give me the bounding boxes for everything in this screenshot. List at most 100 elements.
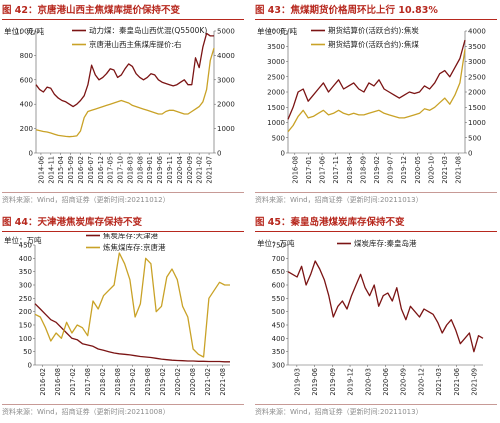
- chart-source: 资料来源：Wind，招商证券（更新时间:20211013）: [255, 192, 497, 207]
- y-tick-label: 1500: [267, 104, 285, 112]
- series-line-1: [34, 252, 230, 358]
- y-tick-label: 800: [20, 52, 33, 60]
- chart-source: 资料来源：Wind，招商证券（更新时间:20211012）: [2, 192, 244, 207]
- x-tick-label: 2018-04: [346, 156, 354, 184]
- y-tick-label: 150: [19, 322, 32, 330]
- chart-45-svg: 300 350 400 450 500 550 600 650 700 750 2019-03 201…: [257, 238, 484, 396]
- chart-panel-42: 图 42：京唐港山西主焦煤库提价保持不变 0 200 400 600 800 1000 0 1…: [2, 2, 244, 207]
- y-tick-label: 0: [29, 150, 33, 158]
- y2-tick-label: 4000: [468, 28, 486, 36]
- x-tick-label: 2020-02: [174, 368, 182, 396]
- legend-label: 京唐港山西主焦煤库提价:右: [89, 39, 182, 49]
- x-tick-label: 2020-09: [400, 368, 408, 396]
- x-tick-label: 2015-04: [57, 156, 65, 184]
- x-tick-label: 2019-01: [146, 156, 154, 184]
- x-tick-label: 2017-11: [332, 156, 340, 184]
- y-tick-label: 3500: [267, 43, 285, 51]
- x-tick-label: 2019-07: [387, 156, 395, 184]
- y2-tick-label: 0: [217, 150, 221, 158]
- y-tick-label: 350: [272, 348, 285, 356]
- chart-panel-43: 图 43：焦煤期货价格周环比上行 10.83% 0 500 1000 1500 2000…: [255, 2, 497, 207]
- x-tick-label: 2021-08: [455, 156, 463, 184]
- x-tick-label: 2019-02: [159, 368, 167, 396]
- chart-title: 图 42：京唐港山西主焦煤库提价保持不变: [2, 2, 244, 20]
- x-tick-label: 2017-06: [319, 156, 327, 184]
- x-tick-label: 2019-02: [373, 156, 381, 184]
- legend-label: 焦炭库存:天津港: [103, 233, 159, 240]
- y-tick-label: 350: [19, 268, 32, 276]
- x-tick-label: 2020-12: [417, 368, 425, 396]
- series-line-0: [35, 32, 214, 108]
- x-tick-label: 2014-11: [47, 156, 55, 184]
- y-unit-label: 单位：万吨: [4, 235, 42, 245]
- y-tick-label: 200: [19, 308, 32, 316]
- y-tick-label: 650: [272, 268, 285, 276]
- y-tick-label: 550: [272, 295, 285, 303]
- y-tick-label: 2500: [267, 73, 285, 81]
- x-tick-label: 2017-10: [117, 156, 125, 184]
- x-tick-label: 2019-12: [400, 156, 408, 184]
- x-tick-label: 2021-02: [196, 156, 204, 184]
- y2-tick-label: 3500: [468, 43, 486, 51]
- series-line-0: [287, 39, 466, 120]
- x-tick-label: 2018-03: [126, 156, 134, 184]
- chart-title: 图 44：天津港焦炭库存保持不变: [2, 214, 244, 232]
- chart-source: 资料来源：Wind，招商证券（更新时间:20211008）: [2, 404, 244, 419]
- y-tick-label: 300: [272, 362, 285, 370]
- y-tick-label: 600: [272, 282, 285, 290]
- x-tick-label: 2019-06: [311, 368, 319, 396]
- x-tick-label: 2016-08: [54, 368, 62, 396]
- y-tick-label: 1000: [267, 119, 285, 127]
- x-tick-label: 2021-02: [204, 368, 212, 396]
- series-line-1: [287, 49, 466, 133]
- chart-43-svg: 0 500 1000 1500 2000 2500 3000 3500 4000 0 500 1000…: [257, 25, 486, 184]
- x-tick-label: 2019-09: [329, 368, 337, 396]
- y-tick-label: 0: [281, 150, 285, 158]
- x-tick-label: 2019-11: [166, 156, 174, 184]
- y-tick-label: 600: [20, 76, 33, 84]
- x-tick-label: 2020-09: [186, 156, 194, 184]
- x-tick-label: 2020-05: [414, 156, 422, 184]
- y2-tick-label: 5000: [217, 28, 235, 36]
- y2-tick-label: 2000: [468, 89, 486, 97]
- y-tick-label: 200: [20, 125, 33, 133]
- y-tick-label: 500: [272, 134, 285, 142]
- y-tick-label: 450: [272, 322, 285, 330]
- x-tick-label: 2020-03: [364, 368, 372, 396]
- legend-label: 期货结算价(活跃合约):焦炭: [328, 25, 419, 35]
- y-tick-label: 1000: [15, 28, 33, 36]
- x-tick-label: 2020-10: [427, 156, 435, 184]
- series-line-0: [287, 260, 484, 353]
- x-tick-label: 2018-09: [359, 156, 367, 184]
- y-tick-label: 750: [272, 242, 285, 250]
- y2-tick-label: 500: [468, 134, 481, 142]
- x-tick-label: 2020-08: [189, 368, 197, 396]
- y2-tick-label: 1500: [468, 104, 486, 112]
- chart-title: 图 43：焦煤期货价格周环比上行 10.83%: [255, 2, 497, 20]
- chart-44-svg: 0 50 100 150 200 250 300 350 400 450 2016-02 2016-0…: [4, 233, 230, 396]
- y-tick-label: 400: [20, 101, 33, 109]
- x-tick-label: 2021-09: [471, 368, 479, 396]
- y-tick-label: 450: [19, 242, 32, 250]
- x-tick-label: 2016-07: [87, 156, 95, 184]
- y-tick-label: 500: [272, 308, 285, 316]
- x-tick-label: 2016-02: [77, 156, 85, 184]
- y-unit-label: 单位：元/吨: [257, 26, 298, 36]
- chart-panel-44: 图 44：天津港焦炭库存保持不变 0 50 100 150 200 250 300 350 40…: [2, 214, 244, 419]
- x-tick-label: 2018-02: [99, 368, 107, 396]
- y-tick-label: 700: [272, 255, 285, 263]
- y-tick-label: 3000: [267, 58, 285, 66]
- y-tick-label: 0: [28, 362, 32, 370]
- y-tick-label: 400: [19, 255, 32, 263]
- x-tick-label: 2016-02: [39, 368, 47, 396]
- x-tick-label: 2017-08: [84, 368, 92, 396]
- chart-source: 资料来源：Wind，招商证券（更新时间:20211013）: [255, 404, 497, 419]
- x-tick-label: 2020-04: [176, 156, 184, 184]
- series-line-1: [35, 47, 215, 138]
- x-tick-label: 2018-08: [136, 156, 144, 184]
- x-tick-label: 2016-12: [97, 156, 105, 184]
- legend-label: 期货结算价(活跃合约):焦煤: [328, 39, 419, 49]
- x-tick-label: 2019-12: [347, 368, 355, 396]
- x-tick-label: 2017-01: [305, 156, 313, 184]
- y2-tick-label: 4000: [217, 52, 235, 60]
